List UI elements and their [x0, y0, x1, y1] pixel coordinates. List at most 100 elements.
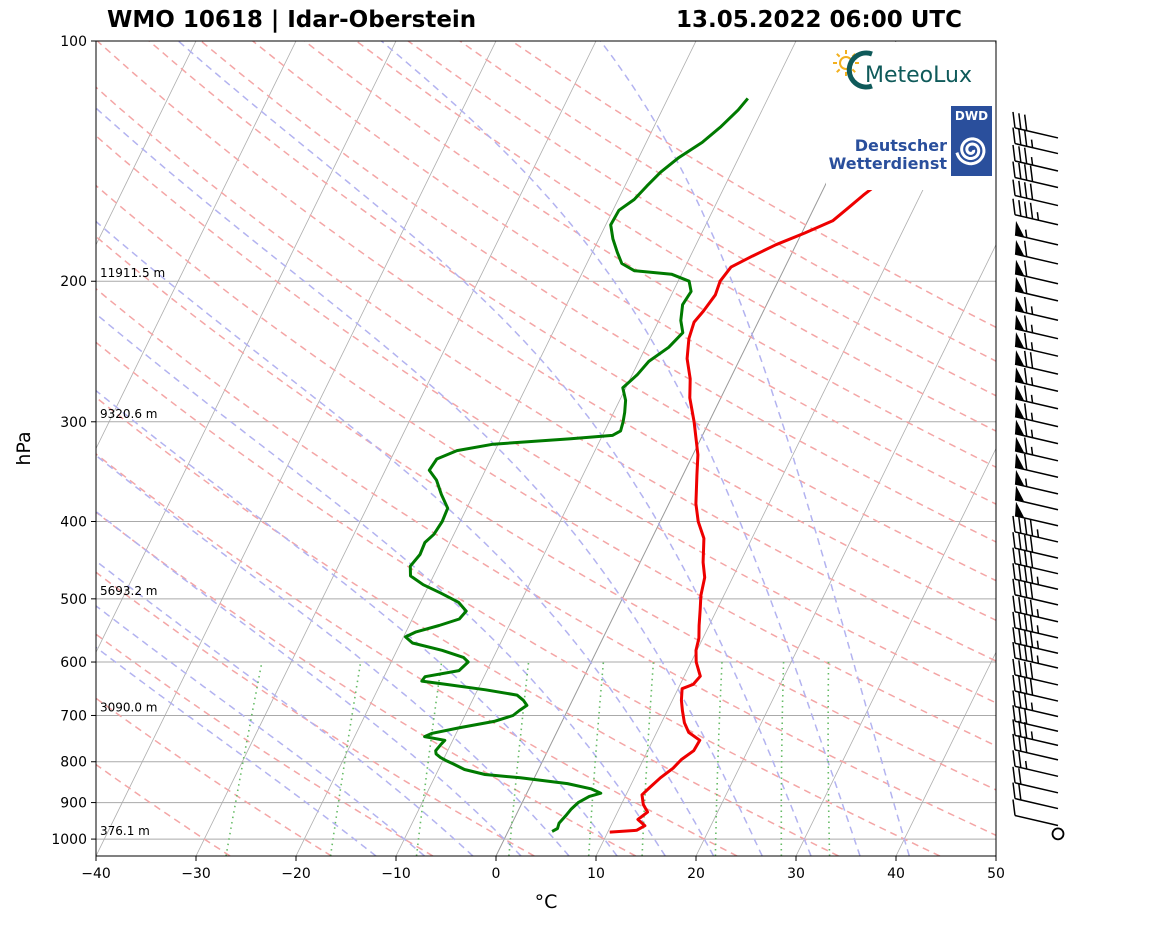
wind-barb	[1012, 547, 1059, 575]
dwd-spiral-icon	[955, 137, 986, 166]
moist-adiabat	[96, 312, 666, 856]
wind-barb	[1012, 750, 1059, 778]
y-tick-label: 100	[60, 34, 87, 50]
moist-adiabat	[96, 454, 570, 856]
y-tick-label: 1000	[51, 832, 87, 848]
dry-adiabat	[96, 396, 839, 856]
wind-barb	[1012, 658, 1059, 686]
isotherm-line	[395, 41, 797, 856]
dwd-logo-abbrev: DWD	[955, 109, 988, 123]
moist-adiabat	[96, 510, 522, 856]
wind-barb	[1014, 259, 1059, 285]
isotherm-line	[795, 447, 996, 856]
isotherm-line	[96, 41, 497, 856]
x-tick-label: 30	[787, 866, 805, 882]
moist-adiabat	[96, 389, 618, 856]
mixing-ratio-line	[641, 661, 655, 856]
height-label: 5693.2 m	[100, 584, 158, 598]
mixing-ratio-line	[780, 661, 785, 856]
wind-barb	[1014, 453, 1059, 478]
wind-barb	[1012, 733, 1059, 761]
dwd-logo-line1: Deutscher	[855, 136, 947, 155]
wind-barb	[1012, 515, 1059, 543]
wind-barbs	[1012, 111, 1065, 841]
wind-barb	[1012, 161, 1059, 189]
dewpoint-profile	[404, 97, 749, 833]
dry-adiabat	[96, 453, 738, 856]
wind-barb	[1014, 419, 1059, 445]
wind-barb	[1014, 501, 1059, 527]
wind-barb	[1014, 402, 1059, 428]
mixing-ratio-line	[587, 661, 605, 856]
wind-barb	[1012, 641, 1059, 669]
wind-barb	[1012, 782, 1059, 810]
moist-adiabat	[96, 560, 474, 856]
moist-adiabat	[96, 646, 377, 856]
wind-barb	[1012, 595, 1059, 623]
moist-adiabat	[96, 107, 763, 856]
wind-barb	[1012, 198, 1059, 226]
wind-barb	[1014, 485, 1059, 511]
wind-barb	[1014, 469, 1059, 495]
dry-adiabat	[148, 41, 996, 582]
y-tick-label: 800	[60, 755, 87, 771]
meteolux-logo-text: MeteoLux	[865, 63, 972, 88]
mixing-ratio-line	[508, 661, 530, 856]
mixing-ratio-line	[827, 662, 831, 856]
wind-barb	[1014, 436, 1059, 462]
y-axis-label: hPa	[13, 431, 35, 465]
moist-adiabat	[177, 41, 812, 856]
isotherm-line	[295, 41, 697, 856]
height-label: 376.1 m	[100, 824, 150, 838]
dry-adiabat	[459, 41, 996, 363]
dry-adiabat	[96, 763, 231, 856]
x-tick-label: −30	[181, 866, 211, 882]
dry-adiabat	[96, 184, 996, 747]
wind-barb	[1014, 314, 1059, 340]
wind-barb	[1012, 719, 1059, 747]
y-tick-label: 300	[60, 415, 87, 431]
wind-barb	[1012, 799, 1059, 827]
x-axis-label: °C	[535, 891, 558, 913]
chart-title-station: WMO 10618 | Idar-Oberstein	[107, 7, 477, 33]
isotherm-line	[96, 41, 297, 450]
dry-adiabat	[407, 41, 996, 397]
wind-barb	[1012, 705, 1059, 732]
x-tick-label: 10	[587, 866, 605, 882]
dry-adiabat	[96, 287, 996, 837]
y-tick-label: 200	[60, 274, 87, 290]
isotherm-line	[695, 243, 996, 856]
isotherm-line	[96, 41, 397, 654]
mixing-ratio-line	[329, 661, 362, 856]
wind-barb	[1012, 766, 1059, 794]
isotherm-line	[895, 651, 996, 856]
wind-barb	[1014, 350, 1059, 375]
wind-barb	[1012, 674, 1059, 702]
x-tick-label: 50	[987, 866, 1005, 882]
y-tick-label: 400	[60, 514, 87, 530]
x-tick-label: 0	[492, 866, 501, 882]
wind-barb	[1014, 220, 1059, 246]
moist-adiabat	[96, 220, 715, 856]
moist-adiabat	[96, 604, 426, 856]
dry-adiabat	[355, 41, 996, 432]
wind-barb	[1012, 563, 1059, 590]
mixing-ratio-line	[714, 661, 723, 856]
dry-adiabat	[96, 511, 637, 856]
wind-barb	[1014, 276, 1059, 302]
wind-barb	[1051, 827, 1065, 841]
dry-adiabat	[96, 41, 996, 622]
meteolux-swoosh-icon	[846, 50, 873, 90]
wind-barb	[1012, 144, 1059, 172]
chart-title-datetime: 13.05.2022 06:00 UTC	[676, 7, 962, 33]
isotherm-line	[195, 41, 597, 856]
wind-barb	[1014, 296, 1059, 322]
wind-barb	[1012, 127, 1059, 155]
wind-barb	[1012, 578, 1059, 606]
wind-barb	[1012, 532, 1059, 559]
plot-frame	[95, 40, 997, 857]
x-tick-label: 40	[887, 866, 905, 882]
height-label: 3090.0 m	[100, 700, 158, 714]
